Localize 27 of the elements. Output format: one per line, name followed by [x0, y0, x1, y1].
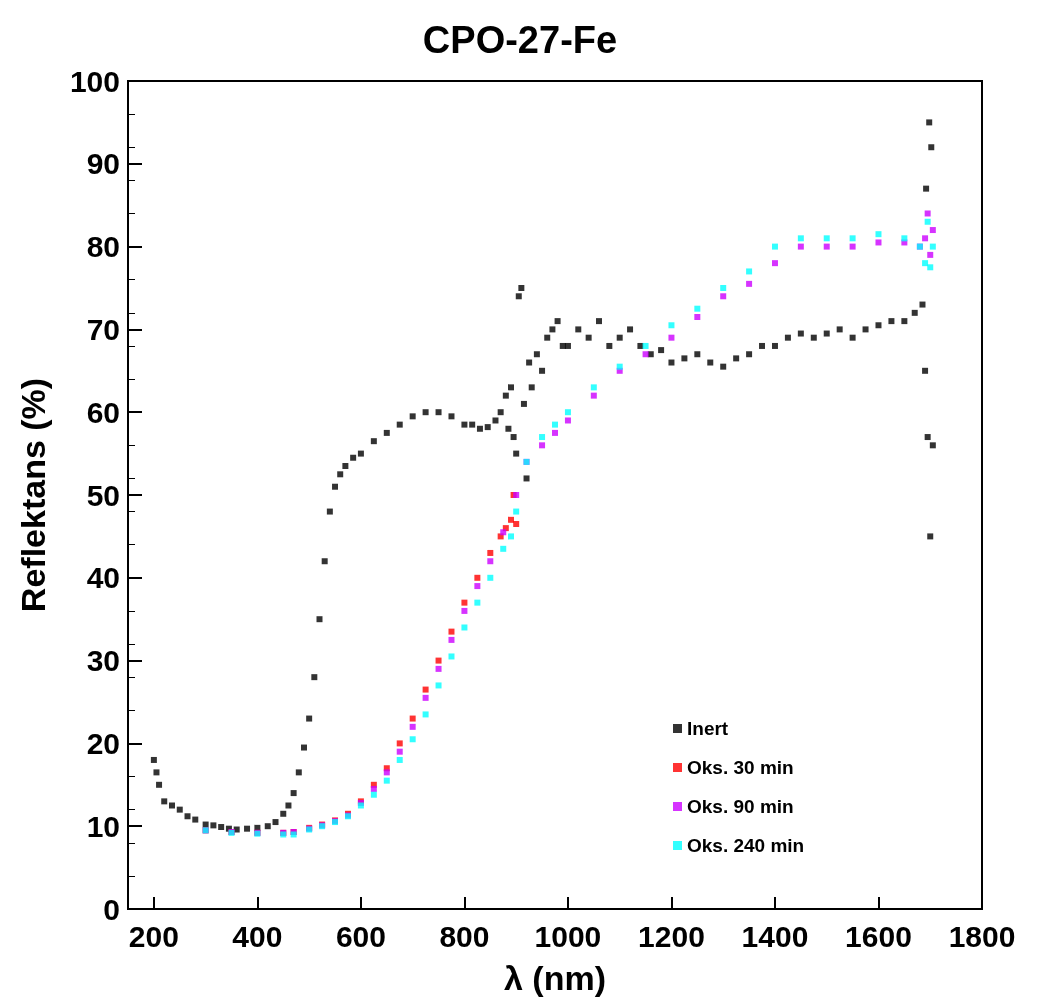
x-tick-label: 800	[439, 919, 490, 953]
y-axis-title: Reflektans (%)	[14, 377, 52, 613]
y-tick-label: 30	[86, 644, 120, 678]
legend-label: Inert	[687, 718, 729, 739]
x-tick-label: 400	[232, 919, 283, 953]
y-tick-label: 50	[86, 478, 120, 512]
x-tick-label: 1600	[845, 919, 912, 953]
x-tick-label: 1000	[534, 919, 602, 953]
y-tick-label: 100	[69, 64, 120, 98]
legend-label: Oks. 30 min	[687, 757, 794, 778]
x-tick-label: 1800	[948, 919, 1016, 953]
x-tick-label: 600	[335, 919, 386, 953]
chart-title: CPO-27-Fe	[422, 19, 618, 61]
legend-label: Oks. 240 min	[687, 835, 805, 856]
x-axis-title: λ (nm)	[504, 959, 606, 997]
y-tick-label: 70	[86, 312, 120, 346]
y-tick-label: 10	[86, 809, 120, 843]
y-tick-label: 0	[103, 892, 120, 926]
y-tick-label: 90	[86, 147, 120, 181]
x-tick-label: 200	[128, 919, 179, 953]
x-tick-label: 1400	[741, 919, 809, 953]
legend-label: Oks. 90 min	[687, 796, 794, 817]
y-tick-label: 60	[86, 395, 120, 429]
y-tick-label: 40	[86, 561, 120, 595]
y-tick-label: 20	[86, 726, 120, 760]
y-tick-label: 80	[86, 230, 120, 264]
x-tick-label: 1200	[638, 919, 705, 953]
